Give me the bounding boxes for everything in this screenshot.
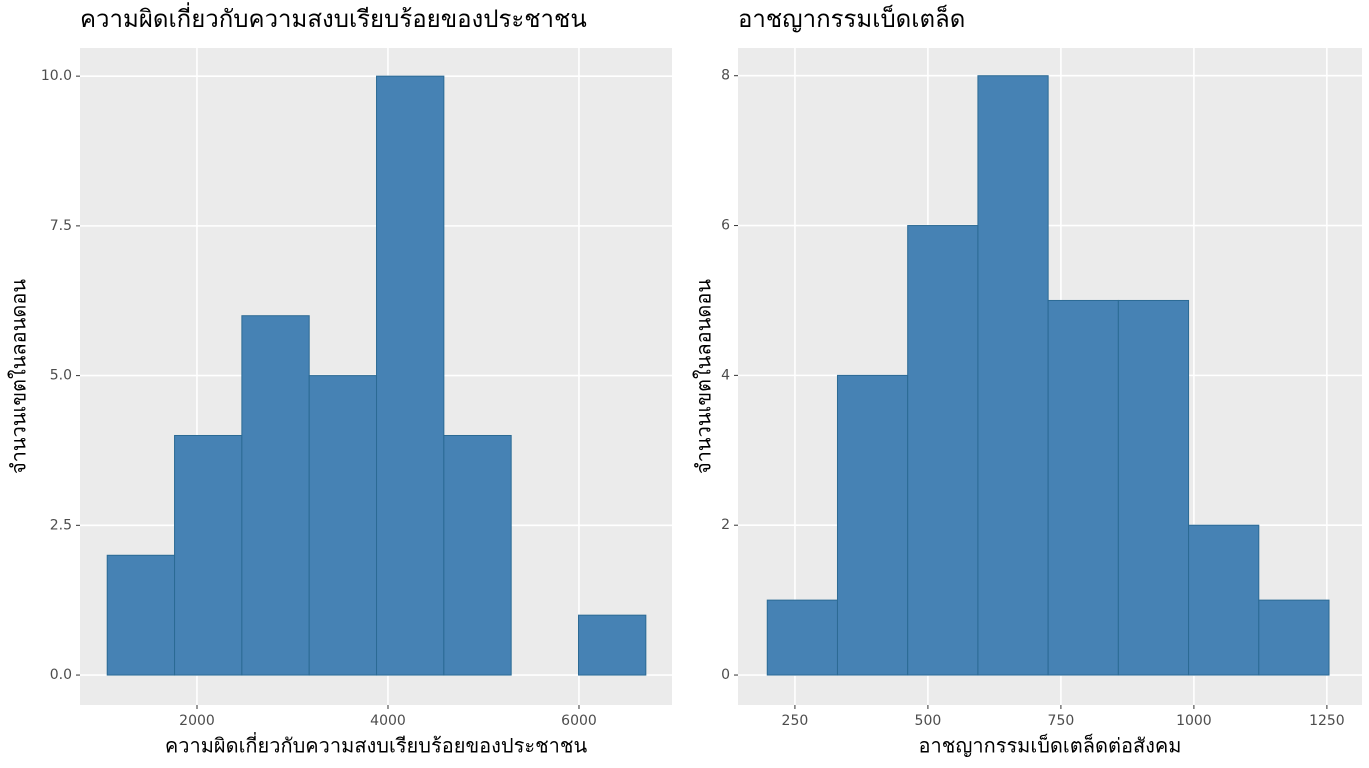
bar — [308, 375, 378, 676]
y-tick-label: 2.5 — [50, 517, 72, 533]
chart-title: อาชญากรรมเบ็ดเตล็ด — [738, 4, 965, 33]
y-tick-label: 4 — [721, 367, 730, 383]
y-tick-label: 0 — [721, 667, 730, 683]
bar — [1047, 299, 1119, 676]
bar — [106, 554, 176, 676]
bar — [376, 75, 445, 676]
chart-title: ความผิดเกี่ยวกับความสงบเรียบร้อยของประชา… — [80, 2, 587, 33]
y-tick-label: 6 — [721, 218, 730, 234]
bar — [977, 75, 1049, 676]
bar — [174, 434, 243, 676]
x-tick-label: 500 — [915, 713, 942, 729]
x-axis-label: อาชญากรรมเบ็ดเตล็ดต่อสังคม — [919, 733, 1182, 758]
y-tick-label: 10.0 — [41, 68, 72, 84]
bar — [766, 599, 838, 676]
bar — [443, 434, 512, 676]
x-tick-label: 750 — [1048, 713, 1075, 729]
y-axis-label: จำนวนเขตในลอนดอน — [692, 279, 716, 474]
y-axis-label: จำนวนเขตในลอนดอน — [7, 279, 31, 474]
x-tick-label: 2000 — [179, 713, 215, 729]
bar — [1188, 524, 1260, 676]
x-tick-label: 4000 — [370, 713, 406, 729]
bar — [1117, 299, 1190, 676]
bar — [241, 315, 310, 676]
x-tick-label: 1250 — [1309, 713, 1345, 729]
x-axis-label: ความผิดเกี่ยวกับความสงบเรียบร้อยของประชา… — [165, 732, 588, 758]
y-tick-label: 0.0 — [50, 667, 72, 683]
y-tick-label: 8 — [721, 68, 730, 84]
y-tick-label: 5.0 — [50, 368, 72, 384]
x-tick-label: 6000 — [561, 713, 597, 729]
y-tick-label: 7.5 — [50, 218, 72, 234]
bar — [578, 614, 647, 676]
x-tick-label: 250 — [782, 713, 809, 729]
bar — [836, 374, 909, 676]
y-tick-label: 2 — [721, 517, 730, 533]
bar — [1258, 599, 1330, 676]
x-tick-label: 1000 — [1176, 713, 1212, 729]
bar — [907, 225, 979, 676]
